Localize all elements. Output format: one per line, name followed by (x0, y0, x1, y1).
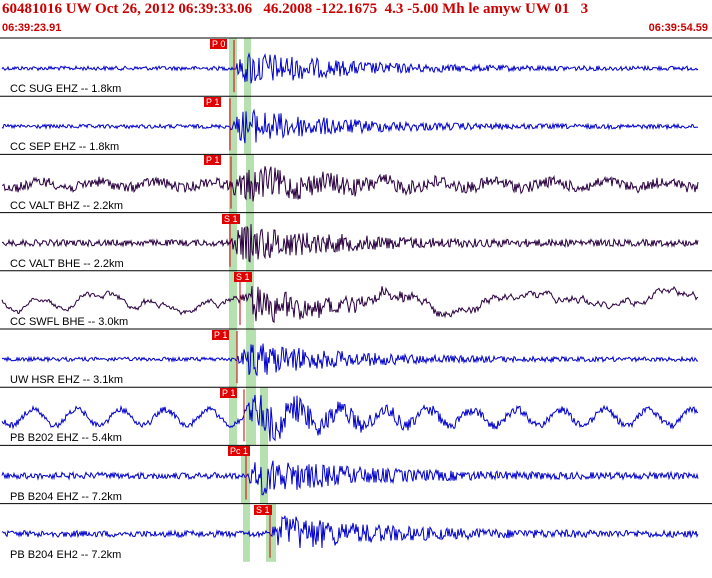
seismogram-trace (1, 52, 699, 84)
phase-window-band (246, 212, 254, 271)
phase-window-band (260, 387, 268, 446)
seismogram-trace (1, 166, 699, 202)
phase-window-band (266, 503, 276, 562)
phase-window-band (229, 38, 237, 97)
phase-pick-tag[interactable]: P 1 (204, 155, 222, 166)
seismogram-trace (1, 394, 699, 442)
phase-window-band (229, 387, 237, 446)
seismogram-trace (1, 285, 699, 324)
channel-label: CC SEP EHZ -- 1.8km (10, 141, 120, 154)
phase-pick-tag[interactable]: S 1 (254, 504, 272, 515)
channel-label: PB B204 EHZ -- 7.2km (10, 490, 122, 503)
phase-pick-tag[interactable]: S 1 (234, 271, 252, 282)
channel-label: UW HSR EHZ -- 3.1km (10, 374, 124, 387)
phase-window-band (246, 154, 254, 213)
channel-label: CC SUG EHZ -- 1.8km (10, 83, 122, 96)
channel-label: PB B202 EHZ -- 5.4km (10, 432, 122, 445)
channel-label: CC VALT BHE -- 2.2km (10, 257, 124, 270)
phase-pick-tag[interactable]: Pc 1 (228, 446, 251, 457)
seismogram-trace (1, 108, 698, 144)
seismogram-trace (1, 224, 699, 263)
seismogram-trace (1, 343, 699, 377)
channel-label: CC SWFL BHE -- 3.0km (10, 316, 129, 328)
seismogram-trace (1, 460, 699, 496)
channel-label: PB B204 EH2 -- 7.2km (10, 548, 122, 561)
phase-pick-tag[interactable]: S 1 (222, 213, 240, 224)
phase-pick-tag[interactable]: P 0 (210, 39, 228, 49)
event-header-title: 60481016 UW Oct 26, 2012 06:39:33.06 46.… (2, 1, 589, 17)
phase-pick-tag[interactable]: P 1 (204, 97, 222, 108)
channel-label: CC VALT BHZ -- 2.2km (10, 199, 124, 212)
phase-pick-tag[interactable]: P 1 (212, 330, 230, 340)
phase-window-band (229, 154, 237, 213)
phase-pick-tag[interactable]: P 1 (220, 388, 238, 399)
phase-window-band (246, 387, 256, 446)
end-time-label: 06:39:54.59 (648, 22, 708, 34)
phase-window-band (246, 270, 254, 329)
start-time-label: 06:39:23.91 (2, 22, 62, 34)
phase-window-band (260, 445, 268, 504)
seismogram-trace (1, 515, 699, 549)
phase-window-band (229, 212, 237, 271)
phase-window-band (244, 96, 251, 155)
